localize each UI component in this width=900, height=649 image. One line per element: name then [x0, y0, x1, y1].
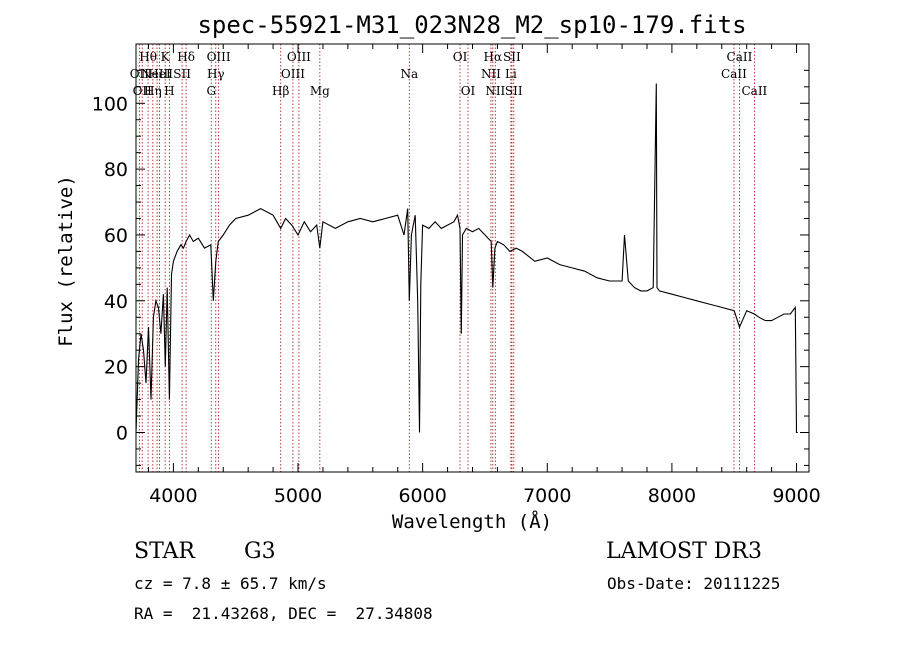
emission-line-label: NII [481, 67, 501, 81]
x-axis-label: Wavelength (Å) [392, 510, 552, 533]
emission-line-label: K [161, 50, 171, 64]
emission-line-label: Mg [310, 84, 330, 98]
coordinates-text: RA = 21.43268, DEC = 27.34808 [134, 604, 433, 623]
x-tick-label: 8000 [648, 485, 696, 507]
y-tick-label: 20 [104, 357, 128, 379]
emission-line-label: Na [400, 67, 418, 81]
obs-date: Obs-Date: 20111225 [607, 574, 781, 593]
y-tick-label: 40 [104, 291, 128, 313]
emission-line-label: NII [485, 84, 505, 98]
emission-line-label: Hδ [177, 50, 195, 64]
emission-line-label: SII [173, 67, 191, 81]
emission-line-label: OI [461, 84, 476, 98]
x-tick-label: 6000 [398, 485, 446, 507]
emission-line-markers [138, 44, 755, 472]
y-tick-label: 100 [92, 93, 128, 115]
object-type: STAR [134, 539, 195, 564]
emission-line-label: Hθ [139, 50, 157, 64]
emission-line-label: OI [453, 50, 468, 64]
emission-line-label: OIII [287, 50, 311, 64]
emission-line-label: SII [505, 84, 523, 98]
emission-line-label: Hη [144, 84, 162, 98]
x-tick-label: 9000 [772, 485, 820, 507]
emission-line-label: Hα [484, 50, 503, 64]
y-tick-label: 0 [116, 422, 128, 444]
spectrum-line [135, 83, 798, 434]
emission-line-label: OIII [207, 50, 231, 64]
survey-name: LAMOST DR3 [606, 539, 762, 564]
emission-line-label: Li [505, 67, 517, 81]
emission-line-label: CaII [727, 50, 753, 64]
emission-line-label: NeIII [141, 67, 173, 81]
emission-line-label: G [206, 84, 216, 98]
object-subclass: G3 [244, 539, 276, 564]
y-axis: 0 20 40 60 80 100 [92, 69, 809, 466]
emission-line-label: Hγ [207, 67, 225, 81]
x-axis: 4000 5000 6000 7000 8000 9000 [147, 44, 821, 507]
redshift-text: cz = 7.8 ± 65.7 km/s [134, 574, 327, 593]
x-tick-label: 7000 [523, 485, 571, 507]
emission-line-label: SII [503, 50, 521, 64]
emission-line-label: CaII [721, 67, 747, 81]
emission-line-label: CaII [741, 84, 767, 98]
x-tick-label: 5000 [274, 485, 322, 507]
emission-line-label: OIII [281, 67, 305, 81]
y-axis-label: Flux (relative) [55, 175, 77, 347]
emission-line-label: OII [133, 84, 153, 98]
emission-line-label: Hβ [272, 84, 289, 98]
y-tick-label: 60 [104, 225, 128, 247]
chart-title: spec-55921-M31_023N28_M2_sp10-179.fits [197, 11, 746, 39]
emission-line-label: OII [130, 67, 150, 81]
y-tick-label: 80 [104, 159, 128, 181]
emission-line-label: H [164, 84, 174, 98]
emission-line-label: HeI [148, 67, 171, 81]
plot-frame [135, 43, 810, 473]
x-tick-label: 4000 [149, 485, 197, 507]
